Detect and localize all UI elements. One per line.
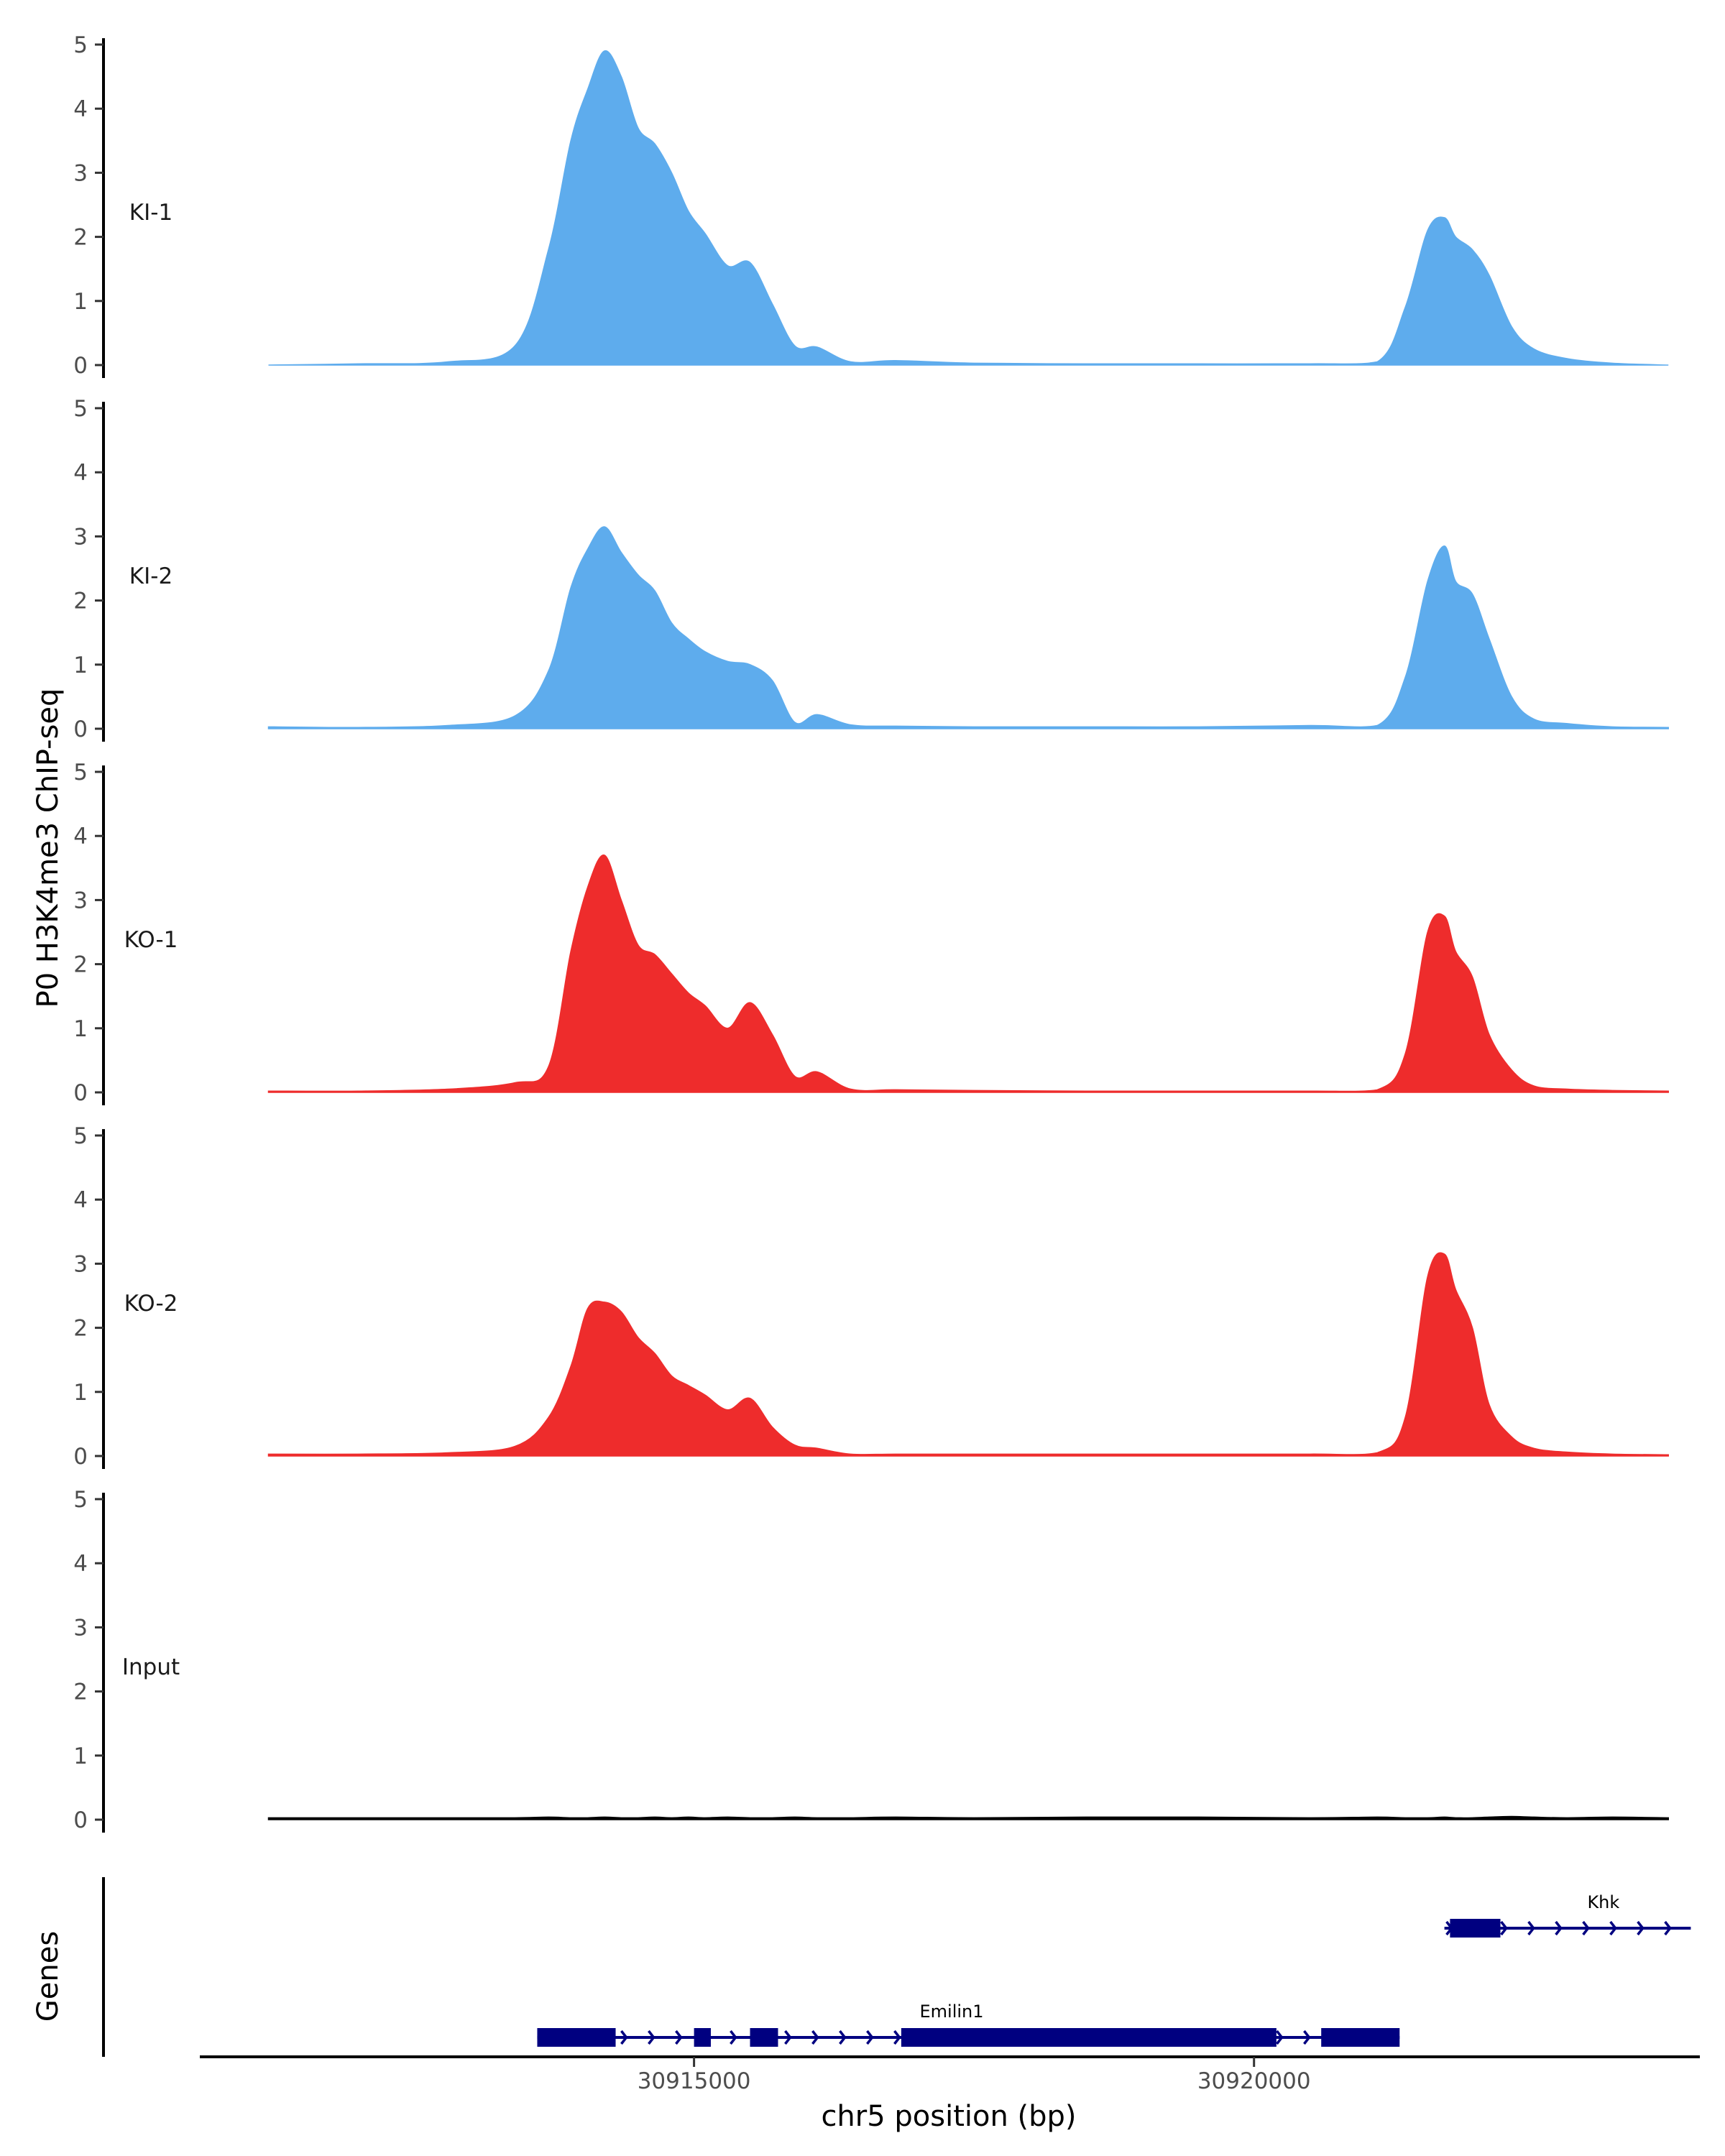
gene-emilin1: Emilin1	[537, 2001, 1400, 2047]
strand-arrow	[1303, 2030, 1311, 2045]
strand-arrow	[1609, 1920, 1617, 1936]
signal-tracks: 0 1 2 3 4 5 KI-1 0 1 2 3 4 5 KI-2 0 1 2 3 4 5 KO-1 0 1 2 3 4 5 KO-2…	[73, 32, 1669, 1833]
strand-arrow	[1276, 2030, 1284, 2045]
strand-arrow	[1527, 1920, 1535, 1936]
y-tick-label: 0	[73, 1080, 88, 1106]
y-tick-label: 2	[73, 589, 88, 614]
y-tick-label: 4	[73, 824, 88, 849]
y-tick-label: 4	[73, 96, 88, 122]
y-tick-label: 4	[73, 460, 88, 486]
y-tick-label: 0	[73, 353, 88, 379]
signal-area-ki-2	[267, 526, 1669, 729]
track-label: Input	[122, 1654, 180, 1680]
signal-area-ko-2	[267, 1252, 1669, 1457]
x-axis-title: chr5 position (bp)	[821, 2100, 1076, 2133]
track-ko-2: 0 1 2 3 4 5 KO-2	[73, 1123, 1669, 1470]
strand-arrow	[1582, 1920, 1590, 1936]
track-label: KI-2	[129, 563, 172, 589]
y-tick-label: 5	[73, 1487, 88, 1513]
signal-area-input	[267, 1815, 1669, 1820]
y-tick-label: 5	[73, 32, 88, 58]
strand-arrow	[730, 2030, 737, 2045]
strand-arrow	[811, 2030, 819, 2045]
track-ko-1: 0 1 2 3 4 5 KO-1	[73, 760, 1669, 1106]
y-tick-label: 4	[73, 1187, 88, 1213]
strand-arrow	[1637, 1920, 1644, 1936]
y-tick-label: 2	[73, 952, 88, 978]
track-ki-2: 0 1 2 3 4 5 KI-2	[73, 396, 1669, 742]
gene-exon	[750, 2028, 778, 2047]
y-tick-label: 0	[73, 1444, 88, 1470]
y-tick-label: 5	[73, 760, 88, 786]
y-tick-label: 3	[73, 524, 88, 550]
genes-axis-title: Genes	[32, 1931, 65, 2022]
x-tick-label: 30920000	[1197, 2068, 1311, 2094]
strand-arrow	[675, 2030, 683, 2045]
track-ki-1: 0 1 2 3 4 5 KI-1	[73, 32, 1669, 379]
x-tick-label: 30915000	[638, 2068, 751, 2094]
strand-arrow	[1555, 1920, 1563, 1936]
strand-arrow	[784, 2030, 792, 2045]
y-tick-label: 0	[73, 1807, 88, 1833]
y-tick-label: 0	[73, 717, 88, 742]
x-axis: 30915000 30920000	[200, 2055, 1700, 2094]
gene-name-label: Khk	[1587, 1892, 1619, 1912]
y-tick-label: 4	[73, 1551, 88, 1577]
strand-arrow	[1500, 1920, 1508, 1936]
signal-area-ki-1	[268, 50, 1669, 366]
y-tick-label: 3	[73, 1251, 88, 1277]
track-input: 0 1 2 3 4 5 Input	[73, 1487, 1669, 1833]
y-tick-label: 1	[73, 1380, 88, 1406]
gene-name-label: Emilin1	[919, 2001, 983, 2022]
gene-exon	[901, 2028, 1276, 2047]
track-label: KI-1	[129, 200, 172, 226]
y-axis-title: P0 H3K4me3 ChIP-seq	[32, 688, 65, 1008]
y-tick-label: 1	[73, 1743, 88, 1769]
strand-arrow	[648, 2030, 656, 2045]
strand-arrow	[866, 2030, 874, 2045]
gene-khk: Khk	[1444, 1892, 1691, 1938]
y-tick-label: 3	[73, 1615, 88, 1641]
y-tick-label: 5	[73, 1123, 88, 1149]
gene-annotation-track: Emilin1 Khk	[102, 1877, 1691, 2057]
gene-exon	[1321, 2028, 1400, 2047]
y-tick-label: 1	[73, 1016, 88, 1042]
strand-arrow	[1664, 1920, 1672, 1936]
y-tick-label: 2	[73, 1680, 88, 1705]
gene-exon	[694, 2028, 711, 2047]
track-label: KO-2	[124, 1291, 178, 1317]
gene-exon	[537, 2028, 616, 2047]
y-tick-label: 1	[73, 653, 88, 678]
y-tick-label: 5	[73, 396, 88, 422]
y-tick-label: 3	[73, 888, 88, 913]
gene-exon	[1450, 1919, 1501, 1938]
y-tick-label: 1	[73, 289, 88, 315]
y-tick-label: 3	[73, 160, 88, 186]
track-label: KO-1	[124, 927, 178, 953]
strand-arrow	[893, 2030, 901, 2045]
strand-arrow	[839, 2030, 847, 2045]
y-tick-label: 2	[73, 225, 88, 251]
y-tick-label: 2	[73, 1316, 88, 1342]
strand-arrow	[620, 2030, 628, 2045]
signal-area-ko-1	[267, 854, 1669, 1093]
